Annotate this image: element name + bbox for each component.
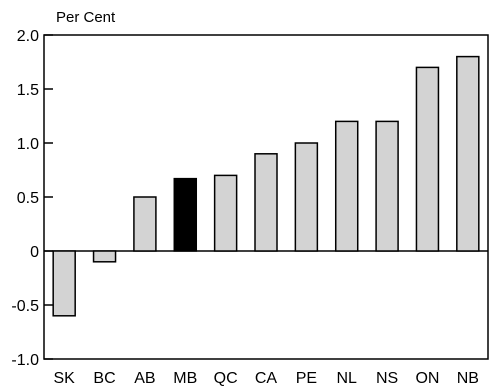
y-axis-label: Per Cent — [56, 9, 116, 26]
bar-ab — [133, 196, 157, 252]
bars — [52, 55, 480, 317]
x-label-ab: AB — [134, 370, 155, 387]
y-axis-ticks: -1.0 -0.5 0 0.5 1.0 1.5 2.0 — [11, 28, 53, 369]
x-axis-labels: SK BC AB MB QC CA PE NL NS ON NB — [54, 370, 479, 387]
y-tick-label: 2.0 — [17, 28, 39, 45]
x-label-ns: NS — [376, 370, 398, 387]
bar-ns — [375, 120, 399, 252]
y-tick-label: 1.0 — [17, 136, 39, 153]
bar-qc — [213, 174, 238, 252]
bar-mb — [173, 177, 198, 252]
y-tick-label: 1.5 — [17, 82, 39, 99]
y-tick-label: 0.5 — [17, 190, 39, 207]
bar-on — [415, 66, 440, 252]
bar-bc — [92, 250, 117, 263]
x-label-pe: PE — [296, 370, 317, 387]
x-label-nb: NB — [457, 370, 479, 387]
y-tick-label: 0 — [30, 244, 39, 261]
y-tick-label: -1.0 — [11, 352, 39, 369]
x-label-nl: NL — [337, 370, 358, 387]
x-label-on: ON — [415, 370, 439, 387]
x-label-qc: QC — [214, 370, 238, 387]
bar-nl — [334, 120, 359, 252]
y-tick-label: -0.5 — [11, 298, 39, 315]
x-label-sk: SK — [54, 370, 76, 387]
x-label-bc: BC — [93, 370, 115, 387]
x-label-ca: CA — [255, 370, 278, 387]
bar-sk — [52, 250, 76, 317]
bar-ca — [254, 153, 278, 252]
bar-nb — [456, 55, 480, 252]
x-label-mb: MB — [173, 370, 197, 387]
bar-pe — [294, 142, 319, 252]
